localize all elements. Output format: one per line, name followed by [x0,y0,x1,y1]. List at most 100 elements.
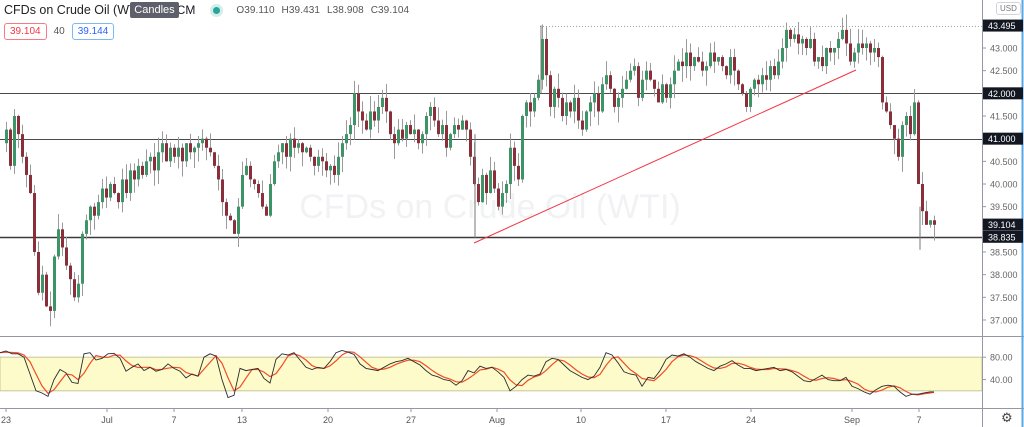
candle [689,52,692,67]
candle [461,120,464,130]
candle [21,134,24,157]
candle [845,29,848,44]
candle [749,88,752,107]
candle [453,125,456,135]
time-tick-label: Sep [844,415,860,425]
symbol-watermark: CFDs on Crude Oil (WTI) [299,188,681,226]
candle [421,134,424,144]
candle [469,129,472,157]
time-tick-label: 10 [576,415,586,425]
candle [41,274,44,293]
candle [849,43,852,62]
candle [629,70,632,80]
candle [349,125,352,135]
candle [885,102,888,112]
candle [193,147,196,153]
candle [9,129,12,166]
price-label-box [983,132,1023,145]
candle [177,147,180,157]
candle [861,43,864,48]
candle [793,34,796,39]
candle [225,202,228,216]
candle [877,48,880,58]
candle [613,88,616,107]
candle [213,152,216,166]
time-tick-label: 13 [237,415,247,425]
trendline[interactable] [473,69,857,244]
candle [305,147,308,153]
candle [129,170,132,194]
candle [757,79,760,85]
candle [737,70,740,85]
candle [133,170,136,180]
sell-button[interactable]: 39.104 [4,23,47,40]
market-status-icon [213,6,221,14]
candle [81,233,84,284]
buy-button[interactable]: 39.144 [71,23,115,40]
candle [633,66,636,71]
candle [137,165,140,180]
horizontal-lines[interactable] [0,26,982,239]
candle [601,84,604,112]
candle [537,79,540,98]
symbol-title[interactable]: CFDs on Crude Oil (WTI) [4,3,145,17]
currency-label[interactable]: USD [996,2,1021,15]
candle [205,138,208,148]
candle [257,183,260,194]
candle [337,156,340,175]
candle [401,129,404,139]
indicator-tick-label: 80.00 [990,353,1013,363]
candle [165,143,168,162]
candle [301,143,304,153]
candle [645,70,648,80]
candle [69,265,72,280]
high-value: H39.431 [281,4,321,16]
candle [85,220,88,234]
candle [881,57,884,103]
candle [917,102,920,184]
candle [413,129,416,135]
candle [97,202,100,216]
gear-icon[interactable]: ⚙ [1001,410,1013,425]
candle [457,125,460,130]
candle [913,102,916,135]
candle [309,147,312,157]
candle [929,220,932,225]
price-label-box [983,19,1023,32]
candle [681,61,684,67]
candle [853,52,856,62]
candle [325,161,328,171]
candle [233,220,236,234]
candle [821,57,824,67]
candle [57,229,60,257]
candle [561,97,564,116]
candle [357,93,360,112]
candle [837,38,840,48]
candle [641,79,644,98]
candle [505,183,508,194]
candle [237,206,240,234]
candle [805,38,808,48]
candle [49,306,52,311]
buy-sell-panel: 39.104 40 39.144 [4,23,115,40]
candle [121,179,124,203]
time-tick-label: 27 [406,415,416,425]
candle [529,102,532,112]
candle [141,165,144,175]
candle [669,84,672,98]
candle [717,57,720,62]
candle [265,206,268,216]
candle [157,152,160,171]
candle [13,115,16,166]
candle [29,174,32,194]
candle [269,183,272,216]
candle [569,102,572,112]
candle [221,179,224,203]
candle [897,138,900,157]
candlestick-series [5,14,936,327]
candle [149,156,152,162]
candle [905,115,908,126]
candle [593,93,596,103]
